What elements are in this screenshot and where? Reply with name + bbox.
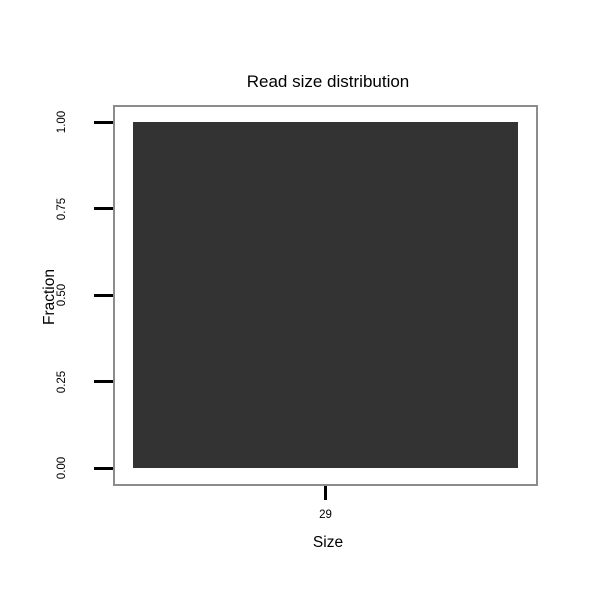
y-axis-label: Fraction bbox=[41, 269, 58, 325]
plot-area bbox=[115, 107, 536, 484]
chart-title: Read size distribution bbox=[246, 72, 410, 91]
y-tick-label: 1.00 bbox=[56, 110, 68, 134]
y-tick-mark bbox=[94, 120, 113, 124]
y-tick-mark bbox=[94, 466, 113, 470]
x-tick-label: 29 bbox=[319, 509, 332, 521]
y-tick-label: 0.00 bbox=[56, 456, 68, 480]
bar bbox=[132, 122, 519, 468]
x-axis-label: Size bbox=[312, 534, 344, 551]
x-tick-mark bbox=[324, 486, 327, 500]
y-tick-mark bbox=[94, 293, 113, 297]
y-tick-mark bbox=[94, 207, 113, 210]
y-tick-mark bbox=[94, 380, 113, 383]
